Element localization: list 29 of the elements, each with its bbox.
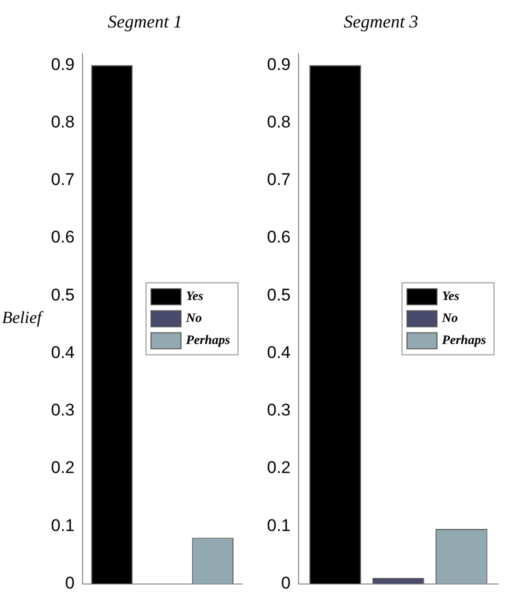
- y-tick-label: 0.9: [266, 54, 291, 74]
- y-tick-label: 0.8: [50, 112, 75, 132]
- y-tick-label: 0.2: [50, 458, 75, 478]
- y-axis-title: Belief: [2, 308, 44, 328]
- y-tick-label: 0.9: [50, 54, 75, 74]
- y-tick-label: 0.5: [50, 285, 75, 304]
- y-tick-label: 0.2: [266, 458, 291, 478]
- y-tick-label: 0.7: [50, 170, 75, 190]
- y-tick-label: 0: [281, 573, 291, 592]
- y-tick-label: 0.6: [50, 228, 75, 247]
- legend-label: Perhaps: [442, 332, 486, 348]
- legend-label: Perhaps: [186, 332, 230, 348]
- y-tick-label: 0.1: [266, 516, 291, 535]
- y-tick-label: 0.3: [50, 400, 75, 420]
- chart-title: Segment 1: [108, 12, 182, 32]
- y-tick-label: 0.7: [266, 170, 291, 190]
- y-tick-label: 0.5: [266, 285, 291, 304]
- legend-label: Yes: [186, 288, 204, 304]
- legend-label: No: [185, 310, 202, 326]
- y-tick-label: 0.4: [266, 342, 291, 362]
- y-tick-label: 0.8: [266, 112, 291, 132]
- y-tick-label: 0.6: [266, 228, 291, 247]
- legend-label: Yes: [442, 288, 460, 304]
- y-tick-label: 0.3: [266, 400, 291, 420]
- y-tick-label: 0.4: [50, 342, 75, 362]
- legend-label: No: [441, 310, 458, 326]
- y-tick-label: 0: [65, 573, 75, 592]
- chart-title: Segment 3: [344, 12, 418, 32]
- y-tick-label: 0.1: [50, 516, 75, 535]
